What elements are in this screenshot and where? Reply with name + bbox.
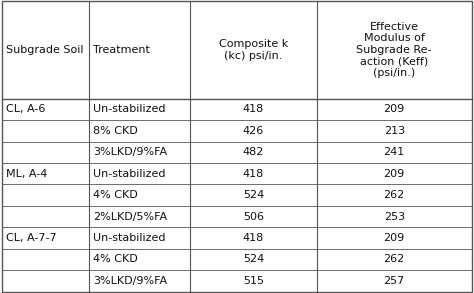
Text: 209: 209 [383,169,405,179]
Text: Composite k
(kc) psi/in.: Composite k (kc) psi/in. [219,39,288,61]
Text: 213: 213 [383,126,405,136]
Text: Un-stabilized: Un-stabilized [93,233,166,243]
Text: 4% CKD: 4% CKD [93,254,138,264]
Text: 3%LKD/9%FA: 3%LKD/9%FA [93,147,167,157]
Text: 418: 418 [243,104,264,114]
Text: 515: 515 [243,276,264,286]
Text: 426: 426 [243,126,264,136]
Text: CL, A-6: CL, A-6 [6,104,45,114]
Text: Un-stabilized: Un-stabilized [93,104,166,114]
Text: Subgrade Soil: Subgrade Soil [6,45,83,55]
Text: 2%LKD/5%FA: 2%LKD/5%FA [93,212,167,222]
Text: 418: 418 [243,233,264,243]
Text: 262: 262 [383,254,405,264]
Text: 482: 482 [243,147,264,157]
Text: 3%LKD/9%FA: 3%LKD/9%FA [93,276,167,286]
Text: 257: 257 [383,276,405,286]
Text: 506: 506 [243,212,264,222]
Text: 8% CKD: 8% CKD [93,126,138,136]
Text: 524: 524 [243,254,264,264]
Text: 418: 418 [243,169,264,179]
Text: 209: 209 [383,233,405,243]
Text: ML, A-4: ML, A-4 [6,169,47,179]
Text: 241: 241 [383,147,405,157]
Text: 4% CKD: 4% CKD [93,190,138,200]
Text: 253: 253 [383,212,405,222]
Text: Un-stabilized: Un-stabilized [93,169,166,179]
Text: Effective
Modulus of
Subgrade Re-
action (Keff)
(psi/in.): Effective Modulus of Subgrade Re- action… [356,22,432,78]
Text: Treatment: Treatment [93,45,150,55]
Text: CL, A-7-7: CL, A-7-7 [6,233,56,243]
Text: 524: 524 [243,190,264,200]
Text: 209: 209 [383,104,405,114]
Text: 262: 262 [383,190,405,200]
